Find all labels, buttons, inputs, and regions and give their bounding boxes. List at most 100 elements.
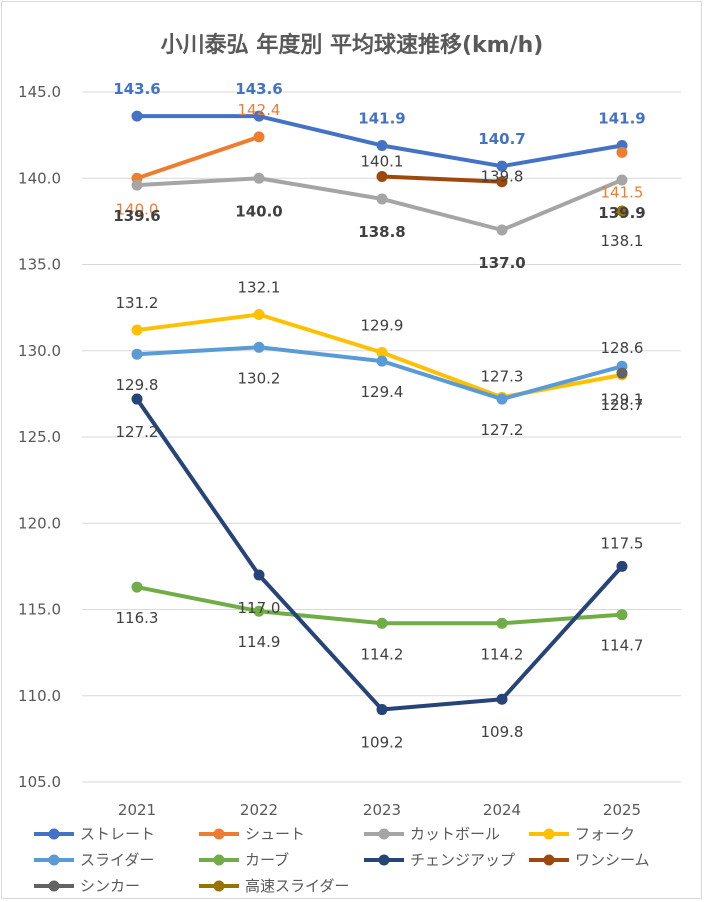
data-point <box>496 224 508 236</box>
legend-marker <box>378 854 390 866</box>
legend-label: チェンジアップ <box>410 851 515 869</box>
data-point <box>253 172 265 184</box>
x-axis: 2021 2022 2023 2024 2025 <box>118 801 641 819</box>
data-label: 139.8 <box>481 168 524 186</box>
data-point <box>376 139 388 151</box>
legend-marker <box>48 828 60 840</box>
data-point <box>131 581 143 593</box>
y-tick-label: 135.0 <box>18 256 61 274</box>
legend-marker <box>378 828 390 840</box>
data-label: 139.9 <box>598 204 645 222</box>
legend-label: 高速スライダー <box>245 877 349 895</box>
data-point <box>376 704 388 716</box>
data-label: 114.7 <box>601 637 644 655</box>
data-label: 140.0 <box>116 200 159 218</box>
series-line <box>257 609 384 626</box>
series-line <box>257 573 384 712</box>
series-line <box>380 174 504 184</box>
data-label: 129.1 <box>601 390 644 408</box>
legend-item: スライダー <box>34 851 154 869</box>
series-8 <box>616 367 628 379</box>
data-label: 143.6 <box>113 80 160 98</box>
series-line <box>257 312 384 355</box>
legend-marker <box>48 854 60 866</box>
series-line <box>500 612 624 626</box>
data-label: 129.8 <box>116 376 159 394</box>
data-point <box>253 569 265 581</box>
data-point <box>376 355 388 367</box>
data-point <box>131 348 143 360</box>
data-point <box>376 171 388 183</box>
y-tick-label: 115.0 <box>18 601 61 619</box>
data-label: 129.4 <box>361 383 404 401</box>
data-label: 109.8 <box>481 723 524 741</box>
series-line <box>500 143 624 169</box>
x-tick-label: 2025 <box>603 801 641 819</box>
legend-marker <box>213 828 225 840</box>
data-point <box>496 176 508 188</box>
x-tick-label: 2024 <box>483 801 521 819</box>
data-point <box>616 205 628 217</box>
legend-item: カーブ <box>199 851 289 869</box>
series-line <box>135 397 261 577</box>
data-label: 127.2 <box>481 421 524 439</box>
legend-label: カーブ <box>245 851 289 869</box>
data-label: 117.0 <box>238 599 281 617</box>
data-label: 141.9 <box>358 109 405 127</box>
data-label: 116.3 <box>116 609 159 627</box>
series-line <box>380 697 504 712</box>
series-2 <box>131 172 628 236</box>
data-label: 117.5 <box>601 534 644 552</box>
data-label: 138.8 <box>358 223 405 241</box>
legend-label: スライダー <box>80 851 154 869</box>
data-point <box>616 609 628 621</box>
series-line <box>380 143 504 169</box>
data-point <box>496 393 508 405</box>
data-point <box>131 179 143 191</box>
series-9 <box>616 205 628 217</box>
series-7 <box>376 171 508 188</box>
data-label: 130.2 <box>238 369 281 387</box>
data-label: 128.7 <box>601 396 644 414</box>
data-label: 142.4 <box>238 101 281 119</box>
series-line <box>500 564 624 702</box>
data-point <box>253 309 265 321</box>
series-line <box>500 177 624 232</box>
legend-item: カットボール <box>364 825 500 843</box>
y-tick-label: 145.0 <box>18 83 61 101</box>
y-tick-label: 110.0 <box>18 687 61 705</box>
series-line <box>380 350 504 400</box>
data-point <box>253 341 265 353</box>
series-line <box>257 176 384 201</box>
data-label: 114.2 <box>361 645 404 663</box>
y-tick-label: 120.0 <box>18 514 61 532</box>
data-label: 128.6 <box>601 339 644 357</box>
data-label: 140.1 <box>361 153 404 171</box>
legend-marker <box>213 854 225 866</box>
legend-item: ワンシーム <box>529 851 650 869</box>
data-label: 139.6 <box>113 207 160 225</box>
series-line <box>135 345 261 357</box>
data-label: 114.2 <box>481 645 524 663</box>
data-label: 132.1 <box>238 279 281 297</box>
data-point <box>496 160 508 172</box>
data-point <box>616 367 628 379</box>
legend-item: シンカー <box>34 877 140 895</box>
series-line <box>135 134 261 181</box>
data-label: 131.2 <box>116 294 159 312</box>
legend-label: フォーク <box>575 825 635 843</box>
legend-marker <box>48 880 60 892</box>
data-label: 140.0 <box>235 202 282 220</box>
series-group <box>131 110 628 716</box>
legend-marker <box>543 854 555 866</box>
x-tick-label: 2021 <box>118 801 156 819</box>
data-point <box>131 110 143 122</box>
legend-label: ワンシーム <box>575 851 650 869</box>
data-labels: 143.6 143.6 141.9 140.7 141.9 140.0 142.4 141.5… <box>113 80 645 751</box>
legend-label: カットボール <box>410 825 500 843</box>
x-tick-label: 2022 <box>240 801 278 819</box>
series-6 <box>131 393 628 716</box>
series-4 <box>131 341 628 405</box>
